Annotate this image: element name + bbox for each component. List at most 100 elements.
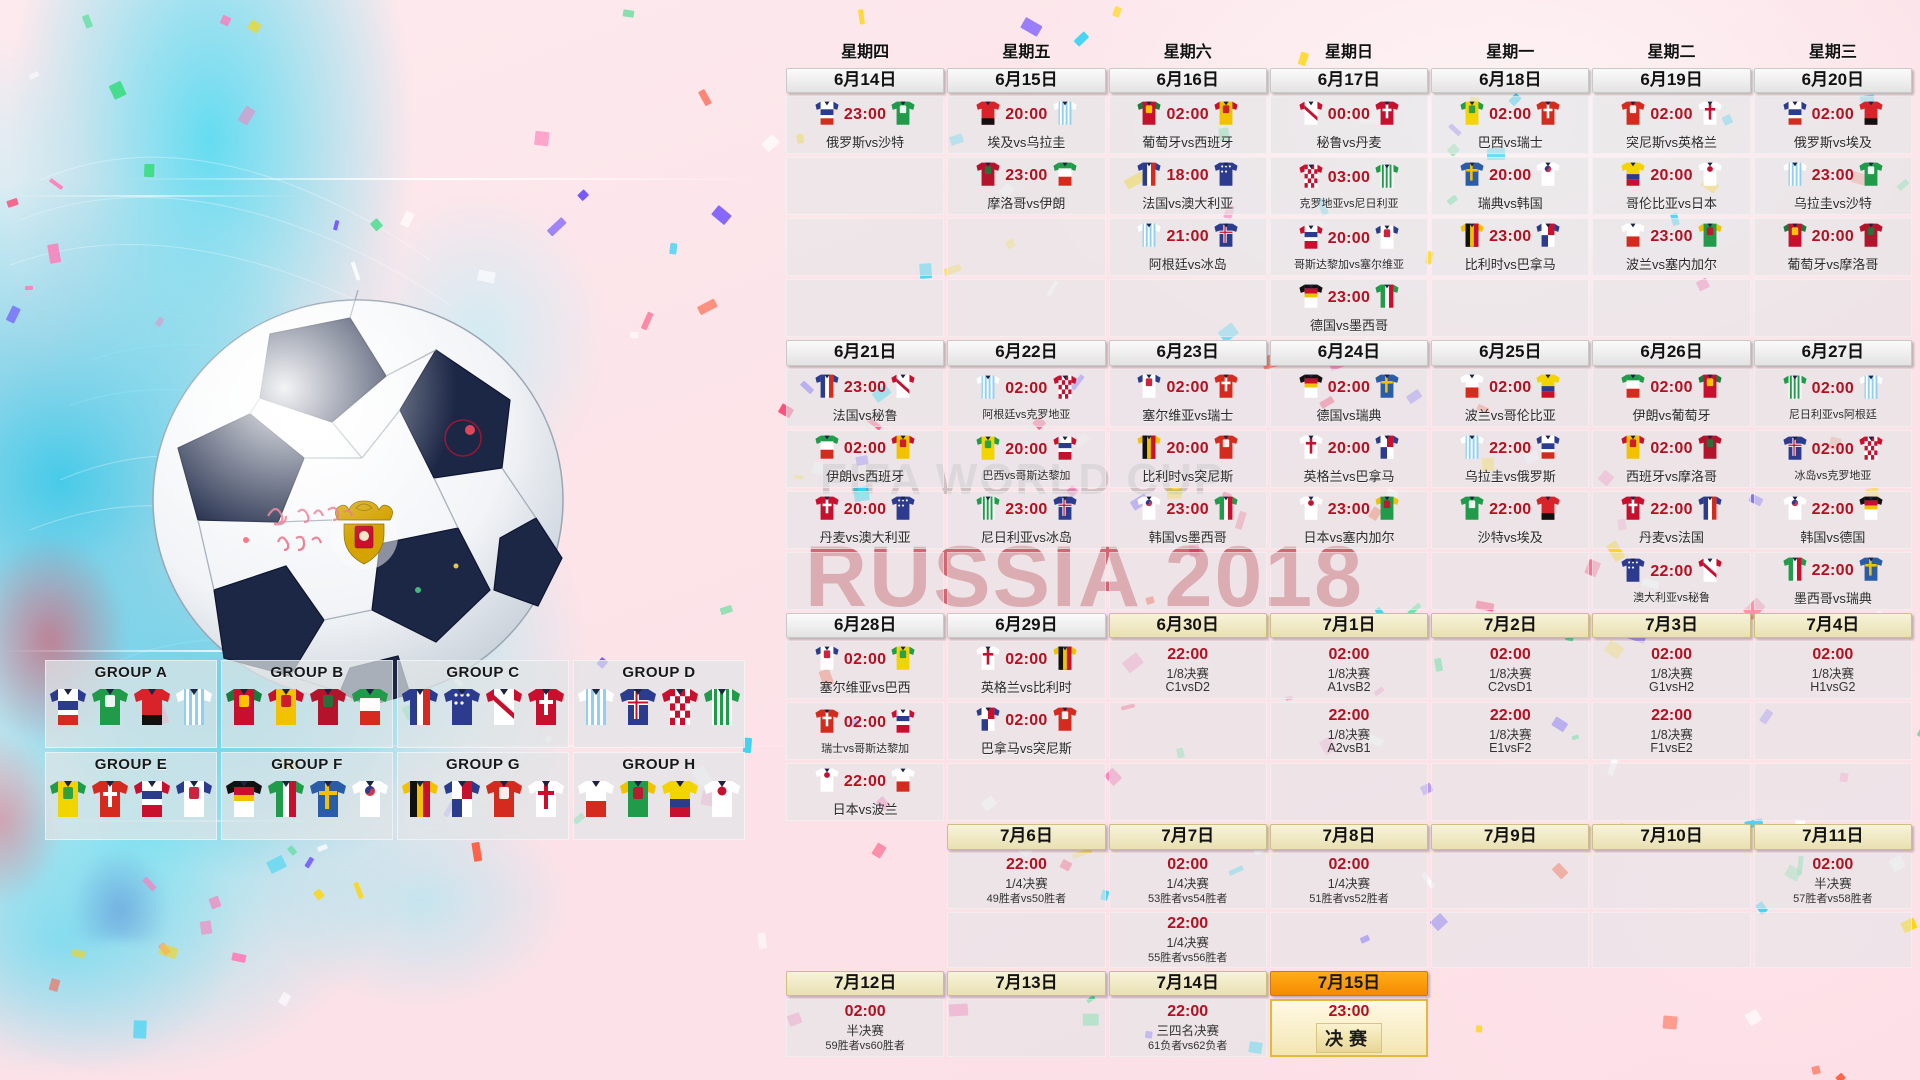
date-button-7月12日[interactable]: 7月12日 (786, 970, 945, 996)
group-team-克罗地亚[interactable] (660, 685, 700, 732)
match-cell[interactable]: 00:00 秘鲁vs丹麦 (1269, 96, 1429, 155)
match-cell[interactable]: 02:00 巴拿马vs突尼斯 (947, 702, 1106, 761)
group-team-日本[interactable] (702, 777, 742, 824)
group-team-比利时[interactable] (400, 777, 440, 824)
group-team-阿根廷[interactable] (576, 685, 616, 732)
match-cell[interactable]: 22:00 韩国vs德国 (1753, 490, 1912, 549)
group-team-法国[interactable] (400, 685, 440, 732)
match-cell[interactable]: 23:00 波兰vs塞内加尔 (1592, 218, 1751, 277)
group-team-西班牙[interactable] (266, 685, 306, 732)
match-cell[interactable]: 02:00 冰岛vs克罗地亚 (1753, 429, 1912, 488)
group-card-group-h[interactable]: GROUP H (573, 752, 745, 840)
match-cell[interactable]: 02:00 葡萄牙vs西班牙 (1108, 96, 1267, 155)
date-button-6月25日[interactable]: 6月25日 (1431, 340, 1590, 366)
date-button-6月27日[interactable]: 6月27日 (1753, 340, 1912, 366)
group-team-瑞典[interactable] (308, 777, 348, 824)
match-cell[interactable]: 23:00 乌拉圭vs沙特 (1753, 157, 1912, 216)
date-button-7月13日[interactable]: 7月13日 (947, 970, 1106, 996)
match-cell[interactable]: 02:00 西班牙vs摩洛哥 (1592, 429, 1751, 488)
match-cell[interactable]: 22:00 1/4决赛 55胜者vs56胜者 (1108, 911, 1267, 968)
match-cell[interactable]: 02:00 德国vs瑞典 (1269, 368, 1429, 427)
match-cell[interactable]: 03:00 克罗地亚vs尼日利亚 (1269, 157, 1429, 216)
date-button-6月15日[interactable]: 6月15日 (947, 68, 1106, 94)
date-button-7月2日[interactable]: 7月2日 (1431, 612, 1590, 639)
group-team-俄罗斯[interactable] (48, 685, 88, 732)
group-card-group-c[interactable]: GROUP C (397, 660, 569, 748)
date-button-7月4日[interactable]: 7月4日 (1753, 612, 1912, 639)
group-team-沙特[interactable] (90, 685, 130, 732)
match-cell[interactable]: 02:00 波兰vs哥伦比亚 (1431, 368, 1590, 427)
group-card-group-b[interactable]: GROUP B (221, 660, 393, 748)
match-cell[interactable]: 02:00 1/8决赛 G1vsH2 (1592, 641, 1751, 700)
match-cell[interactable]: 02:00 阿根廷vs克罗地亚 (947, 368, 1106, 427)
group-team-尼日利亚[interactable] (702, 685, 742, 732)
match-cell[interactable]: 02:00 1/4决赛 53胜者vs54胜者 (1108, 852, 1267, 909)
group-team-塞尔维亚[interactable] (174, 777, 214, 824)
match-cell[interactable]: 23:00 摩洛哥vs伊朗 (947, 157, 1106, 216)
group-card-group-a[interactable]: GROUP A (45, 660, 217, 748)
match-cell[interactable]: 02:00 塞尔维亚vs巴西 (786, 641, 945, 700)
match-cell[interactable]: 20:00 丹麦vs澳大利亚 (786, 490, 945, 549)
date-button-7月15日[interactable]: 7月15日 (1269, 970, 1429, 996)
date-button-7月1日[interactable]: 7月1日 (1269, 612, 1429, 639)
match-cell[interactable]: 23:00 德国vs墨西哥 (1269, 279, 1429, 338)
date-button-7月8日[interactable]: 7月8日 (1269, 824, 1429, 850)
match-cell[interactable]: 02:00 伊朗vs西班牙 (786, 429, 945, 488)
date-button-7月9日[interactable]: 7月9日 (1431, 824, 1590, 850)
match-cell[interactable]: 20:00 葡萄牙vs摩洛哥 (1753, 218, 1912, 277)
group-team-秘鲁[interactable] (484, 685, 524, 732)
group-card-group-g[interactable]: GROUP G (397, 752, 569, 840)
group-team-韩国[interactable] (350, 777, 390, 824)
date-button-6月30日[interactable]: 6月30日 (1108, 612, 1267, 639)
date-button-6月22日[interactable]: 6月22日 (947, 340, 1106, 366)
match-cell[interactable]: 02:00 半决赛 57胜者vs58胜者 (1753, 852, 1912, 909)
match-cell[interactable]: 23:00 日本vs塞内加尔 (1269, 490, 1429, 549)
group-team-冰岛[interactable] (618, 685, 658, 732)
date-button-6月18日[interactable]: 6月18日 (1431, 68, 1590, 94)
match-cell[interactable]: 02:00 英格兰vs比利时 (947, 641, 1106, 700)
date-button-6月24日[interactable]: 6月24日 (1269, 340, 1429, 366)
match-cell[interactable]: 20:00 哥伦比亚vs日本 (1592, 157, 1751, 216)
match-cell[interactable]: 22:00 沙特vs埃及 (1431, 490, 1590, 549)
match-cell[interactable]: 23:00 俄罗斯vs沙特 (786, 96, 945, 155)
match-cell[interactable]: 22:00 乌拉圭vs俄罗斯 (1431, 429, 1590, 488)
match-cell[interactable]: 02:00 半决赛 59胜者vs60胜者 (786, 998, 945, 1057)
match-cell[interactable]: 18:00 法国vs澳大利亚 (1108, 157, 1267, 216)
group-team-乌拉圭[interactable] (174, 685, 214, 732)
date-button-6月14日[interactable]: 6月14日 (786, 68, 945, 94)
match-cell[interactable]: 02:00 突尼斯vs英格兰 (1592, 96, 1751, 155)
match-cell[interactable]: 22:00 1/8决赛 A2vsB1 (1269, 702, 1429, 761)
match-cell[interactable]: 22:00 1/4决赛 49胜者vs50胜者 (947, 852, 1106, 909)
group-team-埃及[interactable] (132, 685, 172, 732)
date-button-6月28日[interactable]: 6月28日 (786, 612, 945, 639)
date-button-7月6日[interactable]: 7月6日 (947, 824, 1106, 850)
match-cell[interactable]: 20:00 比利时vs突尼斯 (1108, 429, 1267, 488)
match-cell[interactable]: 20:00 哥斯达黎加vs塞尔维亚 (1269, 218, 1429, 277)
date-button-6月21日[interactable]: 6月21日 (786, 340, 945, 366)
group-team-英格兰[interactable] (526, 777, 566, 824)
group-team-澳大利亚[interactable] (442, 685, 482, 732)
date-button-6月26日[interactable]: 6月26日 (1592, 340, 1751, 366)
match-cell[interactable]: 02:00 1/8决赛 H1vsG2 (1753, 641, 1912, 700)
date-button-6月19日[interactable]: 6月19日 (1592, 68, 1751, 94)
match-cell[interactable]: 22:00 三四名决赛 61负者vs62负者 (1108, 998, 1267, 1057)
match-cell[interactable]: 23:00 比利时vs巴拿马 (1431, 218, 1590, 277)
group-team-波兰[interactable] (576, 777, 616, 824)
match-cell[interactable]: 22:00 1/8决赛 C1vsD2 (1108, 641, 1267, 700)
match-cell[interactable]: 22:00 澳大利亚vs秘鲁 (1592, 551, 1751, 610)
match-cell[interactable]: 02:00 1/8决赛 A1vsB2 (1269, 641, 1429, 700)
date-button-7月3日[interactable]: 7月3日 (1592, 612, 1751, 639)
group-team-塞内加尔[interactable] (618, 777, 658, 824)
date-button-7月10日[interactable]: 7月10日 (1592, 824, 1751, 850)
date-button-6月17日[interactable]: 6月17日 (1269, 68, 1429, 94)
date-button-6月23日[interactable]: 6月23日 (1108, 340, 1267, 366)
group-team-巴拿马[interactable] (442, 777, 482, 824)
match-cell[interactable]: 20:00 英格兰vs巴拿马 (1269, 429, 1429, 488)
match-cell[interactable]: 23:00 法国vs秘鲁 (786, 368, 945, 427)
match-cell[interactable]: 23:00 韩国vs墨西哥 (1108, 490, 1267, 549)
match-cell[interactable]: 20:00 埃及vs乌拉圭 (947, 96, 1106, 155)
group-team-伊朗[interactable] (350, 685, 390, 732)
match-cell[interactable]: 02:00 1/8决赛 C2vsD1 (1431, 641, 1590, 700)
match-cell[interactable]: 02:00 瑞士vs哥斯达黎加 (786, 702, 945, 761)
date-button-7月11日[interactable]: 7月11日 (1753, 824, 1912, 850)
